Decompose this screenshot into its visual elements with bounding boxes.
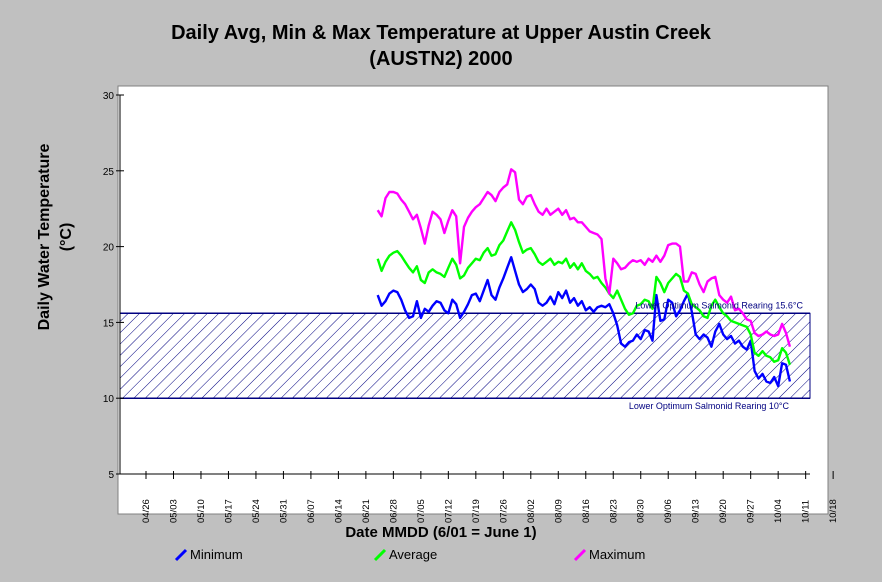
x-tick-label: 09/20 bbox=[718, 499, 729, 523]
band-upper-label: Lower Optimum Salmonid Rearing 15.6°C bbox=[635, 300, 803, 310]
x-tick-label: 06/14 bbox=[333, 499, 344, 523]
x-tick-label: 09/27 bbox=[746, 499, 757, 523]
band-lower-label: Lower Optimum Salmonid Rearing 10°C bbox=[629, 401, 790, 411]
x-tick-label: 05/17 bbox=[223, 499, 234, 523]
legend-label-maximum: Maximum bbox=[589, 547, 646, 562]
x-tick-label: 10/04 bbox=[773, 499, 784, 523]
y-tick-label: 10 bbox=[103, 394, 115, 405]
legend-swatch-minimum bbox=[174, 548, 188, 562]
axes: 5 10 15 20 25 30 04/26 05/03 05/10 05/17 05/24 05/3… bbox=[103, 91, 839, 523]
y-tick-label: 20 bbox=[103, 243, 115, 254]
x-tick-label: 05/10 bbox=[196, 499, 207, 523]
series-line-maximum bbox=[376, 168, 792, 348]
x-tick-label: 05/03 bbox=[168, 499, 179, 523]
x-tick-label: 04/26 bbox=[141, 499, 152, 523]
legend-swatch-average bbox=[373, 548, 387, 562]
x-tick-label: 06/28 bbox=[388, 499, 399, 523]
x-tick-label: 09/13 bbox=[691, 499, 702, 523]
x-tick-label: 08/09 bbox=[553, 499, 564, 523]
optimum-rearing-band bbox=[119, 312, 811, 399]
y-tick-label: 25 bbox=[103, 167, 115, 178]
legend-swatch-maximum bbox=[573, 548, 587, 562]
y-tick-label: 5 bbox=[108, 470, 114, 481]
series-line-minimum bbox=[376, 256, 792, 388]
x-tick-label: 07/05 bbox=[416, 499, 427, 523]
x-tick-label: 08/02 bbox=[526, 499, 537, 523]
legend-label-average: Average bbox=[389, 547, 438, 562]
x-tick-label: 05/24 bbox=[251, 499, 262, 523]
x-axis-label: Date MMDD (6/01 = June 1) bbox=[345, 524, 537, 541]
x-tick-label: 07/12 bbox=[443, 499, 454, 523]
chart-title: Daily Avg, Min & Max Temperature at Uppe… bbox=[171, 22, 711, 44]
x-tick-label: 08/23 bbox=[608, 499, 619, 523]
band-labels: Lower Optimum Salmonid Rearing 15.6°C Low… bbox=[629, 300, 804, 411]
series-lines bbox=[376, 168, 792, 388]
x-tick-label: 05/31 bbox=[278, 499, 289, 523]
x-tick-label: 10/18 bbox=[828, 499, 839, 523]
y-tick-label: 15 bbox=[103, 318, 115, 329]
x-tick-label: 08/30 bbox=[636, 499, 647, 523]
x-tick-label: 07/19 bbox=[471, 499, 482, 523]
x-tick-label: 10/11 bbox=[801, 500, 812, 523]
x-tick-label: 06/21 bbox=[361, 499, 372, 523]
x-tick-label: 07/26 bbox=[498, 499, 509, 523]
legend-label-minimum: Minimum bbox=[190, 547, 243, 562]
y-tick-label: 30 bbox=[103, 91, 115, 102]
x-tick-label: 06/07 bbox=[306, 499, 317, 523]
x-tick-label: 08/16 bbox=[581, 499, 592, 523]
x-tick-label: 09/06 bbox=[663, 499, 674, 523]
series-line-average bbox=[376, 221, 792, 366]
chart-subtitle: (AUSTN2) 2000 bbox=[369, 48, 513, 70]
plot-area bbox=[117, 85, 829, 515]
band-rect bbox=[119, 312, 811, 399]
